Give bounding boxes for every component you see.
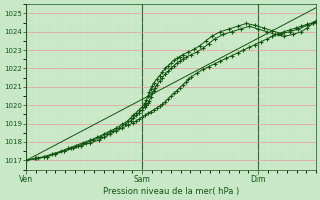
X-axis label: Pression niveau de la mer( hPa ): Pression niveau de la mer( hPa ) [103, 187, 239, 196]
